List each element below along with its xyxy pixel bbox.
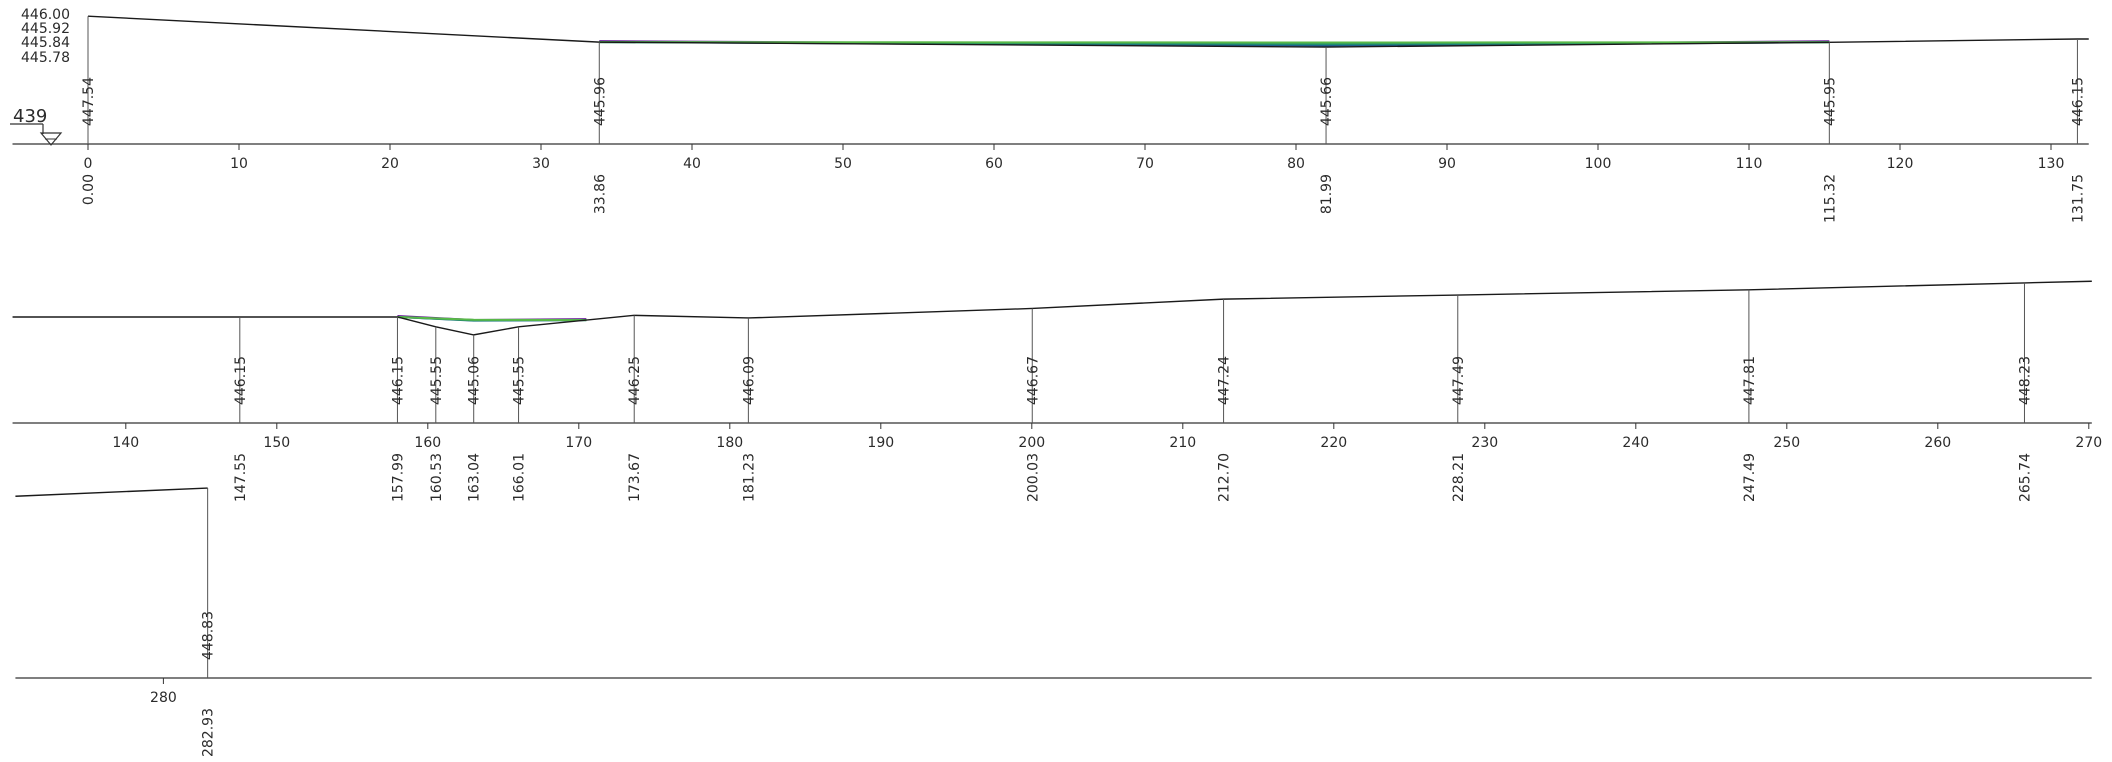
station-label: 0.00 — [81, 174, 97, 205]
axis-tick-label: 130 — [2038, 156, 2065, 172]
elevation-label: 446.15 — [2070, 77, 2086, 126]
station-label: 247.49 — [1742, 453, 1758, 502]
station-label: 200.03 — [1025, 453, 1041, 502]
axis-tick-label: 80 — [1287, 156, 1305, 172]
water-level-line — [397, 316, 587, 322]
station-label: 157.99 — [390, 453, 406, 502]
station-label: 212.70 — [1217, 453, 1233, 502]
axis-tick-label: 250 — [1773, 435, 1800, 451]
elevation-label: 445.06 — [467, 356, 483, 405]
axis-tick-label: 280 — [150, 690, 177, 706]
water-level-label: 445.84 — [21, 35, 70, 51]
axis-tick-label: 160 — [414, 435, 441, 451]
elevation-label: 445.55 — [429, 356, 445, 405]
profile-row: 140 150 160 170 180 190 200 210 220 230 240 250 260 2… — [12, 280, 2102, 502]
datum-marker: 439 — [10, 106, 63, 146]
axis-tick-label: 240 — [1622, 435, 1649, 451]
elevation-label: 446.15 — [390, 356, 406, 405]
axis-tick-label: 100 — [1585, 156, 1612, 172]
station-label: 147.55 — [233, 453, 249, 502]
axis-tick-label: 170 — [565, 435, 592, 451]
axis-tick-label: 20 — [381, 156, 399, 172]
terrain-profile-line — [12, 280, 2092, 336]
axis-tick-label: 110 — [1736, 156, 1763, 172]
axis-tick-label: 220 — [1320, 435, 1347, 451]
station-label: 163.04 — [467, 453, 483, 502]
station-label: 160.53 — [429, 453, 445, 502]
terrain-profile-line — [87, 15, 2089, 48]
station-label: 131.75 — [2070, 174, 2086, 223]
axis-tick-label: 10 — [230, 156, 248, 172]
station-label: 33.86 — [592, 174, 608, 214]
axis-tick-label: 60 — [985, 156, 1003, 172]
axis-tick-label: 40 — [683, 156, 701, 172]
axis-tick-label: 90 — [1438, 156, 1456, 172]
station-label: 166.01 — [512, 453, 528, 502]
elevation-label: 446.15 — [233, 356, 249, 405]
elevation-label: 447.49 — [1451, 356, 1467, 405]
axis-tick-label: 190 — [867, 435, 894, 451]
datum-label: 439 — [13, 106, 47, 127]
elevation-label: 448.23 — [2017, 356, 2033, 405]
elevation-label: 446.67 — [1025, 356, 1041, 405]
station-label: 81.99 — [1319, 174, 1335, 214]
profile-row: 0 10 20 30 40 50 60 70 80 90 100 110 120 130 447.54 0.0… — [12, 15, 2089, 223]
axis-tick-label: 50 — [834, 156, 852, 172]
station-label: 265.74 — [2017, 453, 2033, 502]
elevation-label: 445.55 — [512, 356, 528, 405]
elevation-label: 447.54 — [81, 77, 97, 126]
station-label: 173.67 — [627, 453, 643, 502]
water-level-legend: 446.00 445.92 445.84 445.78 — [21, 7, 70, 66]
axis-tick-label: 140 — [112, 435, 139, 451]
axis-tick-label: 260 — [1924, 435, 1951, 451]
axis-tick-label: 120 — [1887, 156, 1914, 172]
elevation-label: 448.83 — [201, 611, 217, 660]
terrain-profile-line — [15, 487, 208, 497]
axis-tick-label: 210 — [1169, 435, 1196, 451]
axis-tick-label: 180 — [716, 435, 743, 451]
station-label: 181.23 — [741, 453, 757, 502]
elevation-label: 446.09 — [741, 356, 757, 405]
elevation-label: 447.24 — [1217, 356, 1233, 405]
profile-row: 280 448.83 282.93 — [15, 487, 2092, 757]
elevation-label: 445.96 — [592, 77, 608, 126]
elevation-label: 445.95 — [1822, 77, 1838, 126]
axis-tick-label: 200 — [1018, 435, 1045, 451]
water-level-label: 445.78 — [21, 50, 70, 66]
axis-tick-label: 270 — [2075, 435, 2102, 451]
water-level-label: 446.00 — [21, 7, 70, 23]
station-label: 228.21 — [1451, 453, 1467, 502]
axis-tick-label: 0 — [84, 156, 93, 172]
elevation-label: 445.66 — [1319, 77, 1335, 126]
axis-tick-label: 30 — [532, 156, 550, 172]
elevation-label: 447.81 — [1742, 356, 1758, 405]
station-label: 115.32 — [1822, 174, 1838, 223]
profile-rows: 0 10 20 30 40 50 60 70 80 90 100 110 120 130 447.54 0.0… — [12, 15, 2102, 757]
water-level-label: 445.92 — [21, 21, 70, 37]
axis-tick-label: 70 — [1136, 156, 1154, 172]
axis-tick-label: 150 — [263, 435, 290, 451]
axis-tick-label: 230 — [1471, 435, 1498, 451]
station-label: 282.93 — [201, 708, 217, 757]
elevation-label: 446.25 — [627, 356, 643, 405]
